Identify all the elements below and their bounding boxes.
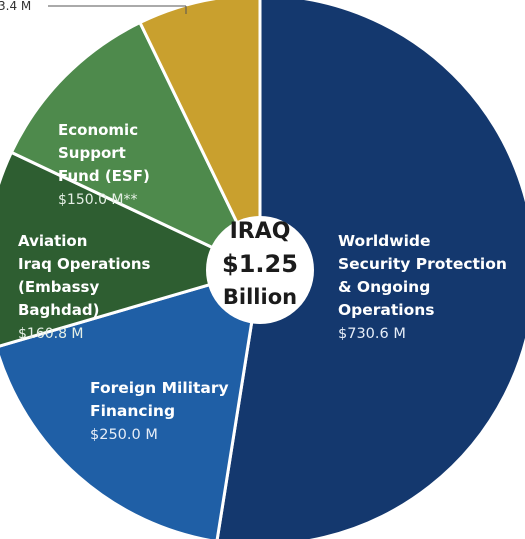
center-label-line-2: $1.25 [222, 250, 298, 278]
slice-2-label-line-2: (Embassy [18, 278, 99, 296]
pie-slice-0 [215, 0, 525, 539]
pie-slice-2 [0, 150, 265, 348]
slice-labels: Worldwide Security Protection & Ongoing Ope… [18, 121, 507, 443]
slice-2-value-label: $160.8 M [18, 326, 84, 342]
slice-3-label-line-0: Economic [58, 121, 138, 139]
slice-0-label-line-1: Security Protection [338, 255, 507, 273]
slice-2-label-line-0: Aviation [18, 232, 87, 250]
slice-3-label-line-1: Support [58, 144, 126, 162]
center-label-line-3: Billion [223, 285, 297, 309]
slice-1-label-line-0: Foreign Military [90, 379, 229, 397]
pie-slice-4 [137, 0, 262, 271]
slice-3-label-line-2: Fund (ESF) [58, 167, 150, 185]
pie-slice-1 [0, 267, 262, 539]
center-label-line-1: IRAQ [230, 219, 291, 244]
slice-3-value-label: $150.0 M** [58, 192, 138, 208]
pie-slice-3 [9, 20, 264, 274]
slice-1-value-label: $250.0 M [90, 427, 158, 443]
center-circle [206, 216, 314, 324]
slice-2-label-line-1: Iraq Operations [18, 255, 151, 273]
slice-0-label-line-2: & Ongoing [338, 278, 430, 296]
slice-1-label-line-1: Financing [90, 402, 175, 420]
slice-0-value-label: $730.6 M [338, 326, 406, 342]
slice-0-label-line-0: Worldwide [338, 232, 431, 250]
slice-2-label-line-3: Baghdad) [18, 301, 99, 319]
slice-0-label-line-3: Operations [338, 301, 435, 319]
top-note-label: 3.4 M [0, 0, 31, 13]
